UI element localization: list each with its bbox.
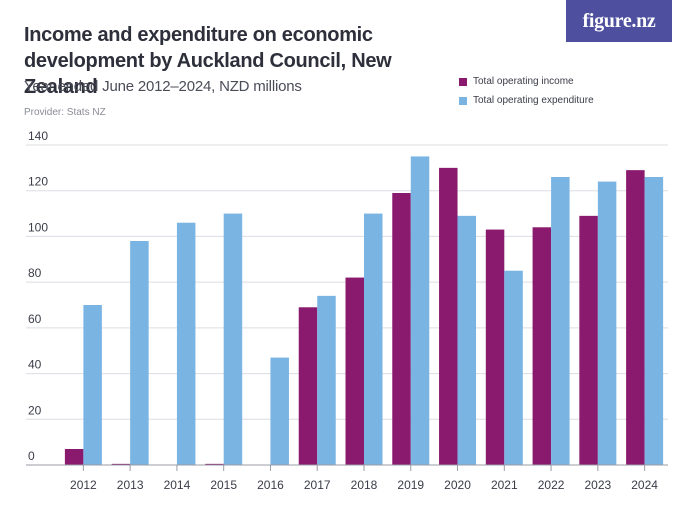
bar-income-2020[interactable] xyxy=(439,167,458,465)
bar-expenditure-2012[interactable] xyxy=(83,305,102,465)
chart-legend: Total operating income Total operating e… xyxy=(459,72,594,110)
y-tick-label: 40 xyxy=(28,358,42,372)
bar-expenditure-2014[interactable] xyxy=(176,222,196,465)
bar-expenditure-2024[interactable] xyxy=(644,177,664,465)
y-tick-label: 120 xyxy=(28,175,48,189)
bar-expenditure-2022[interactable] xyxy=(551,177,570,465)
legend-label-expenditure: Total operating expenditure xyxy=(473,95,594,106)
x-tick-label: 2024 xyxy=(631,478,658,492)
y-tick-label: 0 xyxy=(28,449,35,463)
chart-title: Income and expenditure on economic devel… xyxy=(24,24,392,98)
x-tick-label: 2014 xyxy=(164,478,191,492)
bar-expenditure-2015[interactable] xyxy=(223,213,243,465)
y-tick-label: 20 xyxy=(28,403,42,417)
bar-expenditure-2023[interactable] xyxy=(597,181,617,466)
bar-income-2012[interactable] xyxy=(64,449,84,465)
y-tick-label: 80 xyxy=(28,266,42,280)
x-tick-label: 2016 xyxy=(257,478,284,492)
x-tick-label: 2012 xyxy=(70,478,97,492)
bar-income-2022[interactable] xyxy=(532,227,552,465)
bar-expenditure-2013[interactable] xyxy=(130,241,149,465)
y-tick-label: 60 xyxy=(28,312,42,326)
bar-expenditure-2019[interactable] xyxy=(410,156,430,465)
x-tick-label: 2019 xyxy=(397,478,424,492)
bar-income-2013[interactable] xyxy=(111,463,131,465)
legend-label-income: Total operating income xyxy=(473,76,574,87)
y-tick-label: 100 xyxy=(28,220,48,234)
x-tick-label: 2022 xyxy=(538,478,565,492)
bar-income-2015[interactable] xyxy=(205,463,224,465)
bar-income-2018[interactable] xyxy=(345,277,365,465)
figure-nz-logo[interactable]: figure.nz xyxy=(566,0,672,42)
x-tick-label: 2017 xyxy=(304,478,331,492)
legend-item-expenditure: Total operating expenditure xyxy=(459,91,594,110)
data-provider: Provider: Stats NZ xyxy=(24,107,106,118)
bar-income-2023[interactable] xyxy=(579,215,598,465)
bar-income-2017[interactable] xyxy=(298,307,318,465)
legend-swatch-expenditure xyxy=(459,96,467,105)
bar-expenditure-2016[interactable] xyxy=(270,357,289,465)
bar-income-2019[interactable] xyxy=(392,193,411,465)
x-tick-label: 2015 xyxy=(210,478,237,492)
bar-expenditure-2017[interactable] xyxy=(317,295,336,465)
bar-expenditure-2018[interactable] xyxy=(364,213,383,465)
x-tick-label: 2023 xyxy=(584,478,611,492)
x-tick-label: 2021 xyxy=(491,478,518,492)
bar-expenditure-2020[interactable] xyxy=(457,215,477,465)
bar-expenditure-2021[interactable] xyxy=(504,270,523,465)
bar-income-2024[interactable] xyxy=(626,170,645,465)
bar-income-2021[interactable] xyxy=(485,229,505,465)
y-tick-label: 140 xyxy=(28,129,48,143)
x-tick-label: 2013 xyxy=(117,478,144,492)
chart-subtitle: Year ended June 2012–2024, NZD millions xyxy=(24,78,302,95)
x-tick-label: 2020 xyxy=(444,478,471,492)
x-tick-label: 2018 xyxy=(351,478,378,492)
legend-swatch-income xyxy=(459,77,467,86)
legend-item-income: Total operating income xyxy=(459,72,594,91)
